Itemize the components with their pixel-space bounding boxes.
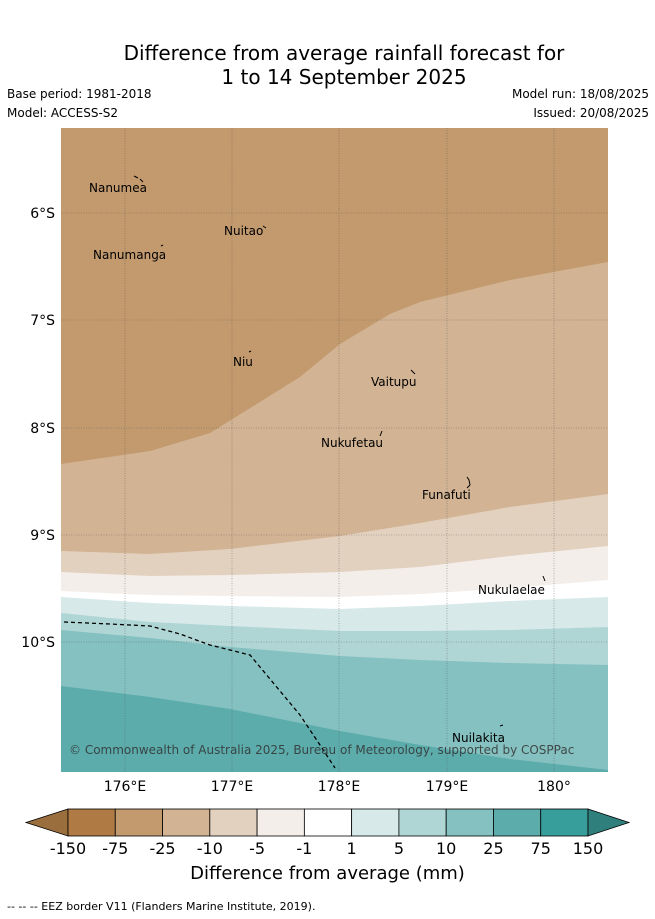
lat-label-10s: 10°S (21, 635, 55, 651)
colorbar-tick-label: -5 (249, 839, 265, 858)
colorbar-tick-label: -25 (149, 839, 175, 858)
place-label-nukulaelae: Nukulaelae (478, 583, 545, 597)
colorbar-swatch (256, 808, 305, 837)
place-label-niu: Niu (233, 355, 253, 369)
colorbar-tick-label: -1 (296, 839, 312, 858)
colorbar-swatch (162, 808, 211, 837)
colorbar-tick-label: 150 (573, 839, 604, 858)
colorbar-swatch (493, 808, 542, 837)
colorbar-tick-label: 5 (394, 839, 404, 858)
lat-label-7s: 7°S (30, 313, 55, 329)
colorbar (24, 808, 631, 837)
island-nukulaelae (542, 575, 546, 582)
colorbar-over-arrow (587, 808, 631, 837)
place-label-nuitao: Nuitao (224, 224, 263, 238)
lon-label-180: 180° (537, 779, 571, 795)
eez-legend: -- -- -- EEZ border V11 (Flanders Marine… (7, 900, 316, 913)
lon-label-179e: 179°E (426, 779, 469, 795)
colorbar-title: Difference from average (mm) (190, 863, 465, 884)
base-period: Base period: 1981-2018 (7, 87, 152, 101)
island-nanumea (133, 175, 144, 183)
place-label-funafuti: Funafuti (422, 488, 471, 502)
colorbar-swatch (398, 808, 447, 837)
colorbar-tick-label: 75 (531, 839, 551, 858)
chart-title-line2: 1 to 14 September 2025 (221, 65, 467, 89)
colorbar-ticks: -150 -75 -25 -10 -5 -1 1 5 10 25 75 150 (50, 839, 603, 858)
band-25 (61, 686, 608, 772)
colorbar-swatch (540, 808, 589, 837)
model-name: Model: ACCESS-S2 (7, 106, 119, 120)
model-run: Model run: 18/08/2025 (511, 87, 649, 101)
lon-label-176e: 176°E (104, 779, 147, 795)
issued-date: Issued: 20/08/2025 (533, 106, 649, 120)
eez-border (63, 621, 336, 769)
copyright-notice: © Commonwealth of Australia 2025, Bureau… (69, 743, 574, 757)
place-label-nuilakita: Nuilakita (452, 731, 505, 745)
island-nanumanga (160, 244, 164, 247)
colorbar-swatch (114, 808, 163, 837)
island-nuitao (262, 225, 267, 229)
colorbar-swatch (209, 808, 258, 837)
colorbar-tick-label: 10 (436, 839, 456, 858)
island-vaitupu (410, 369, 416, 375)
place-label-nanumea: Nanumea (89, 181, 147, 195)
place-label-vaitupu: Vaitupu (371, 375, 417, 389)
colorbar-swatch (303, 808, 353, 837)
place-label-nukufetau: Nukufetau (321, 436, 383, 450)
islands (133, 175, 546, 727)
colorbar-tick-label: -150 (50, 839, 86, 858)
colorbar-tick-label: -75 (102, 839, 128, 858)
island-nukufetau (379, 430, 383, 437)
colorbar-tick-label: 1 (347, 839, 357, 858)
island-funafuti (466, 476, 471, 489)
place-label-nanumanga: Nanumanga (93, 248, 166, 262)
colorbar-tick-label: -10 (197, 839, 223, 858)
colorbar-swatch (445, 808, 494, 837)
rainfall-contours (61, 128, 608, 772)
graticule (61, 128, 608, 772)
island-niu (248, 350, 252, 353)
lat-label-9s: 9°S (30, 528, 55, 544)
lat-label-6s: 6°S (30, 206, 55, 222)
lat-label-8s: 8°S (30, 421, 55, 437)
colorbar-under-arrow (24, 808, 69, 837)
colorbar-swatch (67, 808, 116, 837)
colorbar-swatch (351, 808, 400, 837)
lon-label-178e: 178°E (318, 779, 361, 795)
lon-label-177e: 177°E (211, 779, 254, 795)
chart-title-line1: Difference from average rainfall forecas… (123, 41, 565, 65)
colorbar-tick-label: 25 (483, 839, 503, 858)
island-nuilakita (499, 724, 504, 727)
